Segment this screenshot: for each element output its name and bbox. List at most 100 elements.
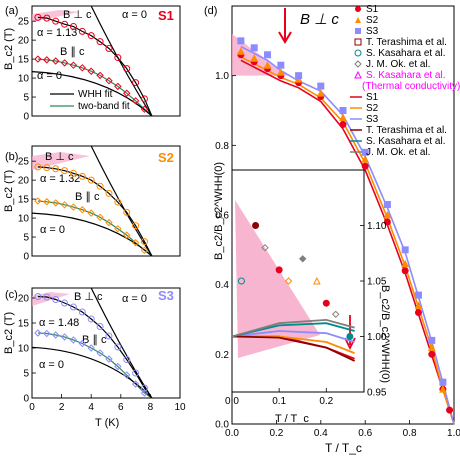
data-point — [277, 68, 285, 76]
ytick-label: 15 — [18, 55, 30, 66]
data-point — [140, 105, 149, 113]
data-point — [123, 65, 131, 73]
inset-data-point — [322, 299, 330, 307]
legend-terashima-fit-label: T. Terashima et al. — [366, 125, 447, 136]
data-point — [43, 14, 51, 22]
data-point — [61, 20, 69, 28]
data-point — [105, 189, 113, 197]
xtick-label: 0.2 — [319, 396, 333, 407]
ytick-label: 20 — [18, 36, 30, 47]
xtick-label: 10 — [174, 402, 186, 413]
panel-a-alpha0-top: α = 0 — [122, 9, 147, 21]
panel-b-yticks: 0 5 10 15 20 25 — [18, 157, 36, 263]
ytick-label: 15 — [18, 319, 30, 330]
data-point — [277, 61, 285, 69]
ytick-label: 1.10 — [367, 221, 387, 232]
data-point — [105, 44, 113, 52]
legend-s1-fit-label: S1 — [366, 92, 379, 103]
data-point — [34, 55, 42, 63]
panel-c-perp-label: B ⊥ c — [74, 291, 103, 303]
panel-b-alpha-fit: α = 1.32 — [40, 173, 80, 185]
inset-xlabel: T / T_c — [275, 413, 309, 425]
xtick-label: 0.6 — [358, 428, 372, 439]
data-point — [43, 164, 51, 172]
panel-a-marks — [34, 13, 149, 113]
legend-s2-label: S2 — [366, 15, 379, 26]
data-point — [69, 169, 77, 177]
legend-ok-label: J. M. Ok. et al. — [366, 59, 430, 70]
data-point — [43, 329, 51, 338]
panel-d-xlabel: T / T_c — [325, 441, 362, 455]
panel-c-xticks: 0 2 4 6 8 10 — [29, 394, 186, 413]
data-point — [96, 38, 104, 46]
legend-thermal-marker — [354, 70, 362, 79]
legend-kasahara-fit-label: S. Kasahara et al. — [366, 136, 446, 147]
panel-c-alpha0-bottom: α = 0 — [39, 359, 64, 371]
inset-data-point — [252, 222, 260, 229]
alpha0-low-curve — [31, 212, 153, 257]
xtick-label: 0.4 — [314, 428, 328, 439]
ytick-label: 0.8 — [215, 141, 229, 152]
xtick-label: 8 — [148, 402, 154, 413]
data-point — [339, 107, 347, 114]
data-point — [60, 333, 69, 341]
legend-thermal-note: (Thermal conductivity) — [362, 81, 460, 92]
data-point — [123, 356, 131, 363]
panel-c-label: (c) — [5, 289, 18, 301]
panel-c-yticks: 0 5 10 15 20 — [18, 294, 36, 405]
data-point — [96, 323, 104, 330]
data-point — [87, 209, 95, 217]
data-point — [123, 371, 131, 379]
panel-c-alpha-fit: α = 1.48 — [39, 317, 79, 329]
data-point — [69, 61, 78, 69]
data-point — [105, 332, 113, 340]
ytick-label: 0 — [23, 112, 29, 123]
panel-d: (d) 0.0 0.2 0.4 0.6 0.8 1.0 0.0 0.2 0.4 0.6 0.8 1.… — [204, 4, 460, 455]
data-point — [132, 79, 140, 87]
panel-a-label: (a) — [5, 5, 18, 17]
panel-b-label: (b) — [5, 151, 18, 163]
data-point — [383, 218, 391, 226]
data-point — [60, 59, 69, 67]
data-point — [414, 309, 422, 317]
data-point — [237, 37, 245, 45]
panel-c-par-label: B ∥ c — [82, 334, 107, 346]
data-point — [263, 61, 272, 69]
data-point — [428, 350, 436, 358]
alpha0-curve — [90, 5, 153, 117]
panel-b: (b) 0 5 10 15 20 25 B_c2 (T) S2 B ⊥ c α = 1.3… — [3, 145, 181, 263]
panel-b-sample: S2 — [158, 150, 174, 165]
ytick-label: 1.00 — [367, 332, 387, 343]
data-point — [123, 208, 131, 216]
data-point — [401, 259, 409, 268]
data-point — [51, 331, 60, 339]
data-point — [96, 71, 104, 80]
ytick-label: 10 — [18, 214, 30, 225]
panel-d-xticks: 0.0 0.2 0.4 0.6 0.8 1.0 — [225, 420, 460, 439]
panel-c-xlabel: T (K) — [95, 417, 119, 429]
panel-c-sample: S3 — [158, 288, 174, 303]
inset-marks — [237, 222, 354, 340]
data-point — [34, 197, 42, 205]
data-point — [78, 339, 87, 348]
data-point — [51, 57, 60, 65]
ytick-label: 0.4 — [215, 280, 229, 291]
data-point — [60, 201, 69, 209]
data-point — [43, 198, 51, 206]
ytick-label: 0.0 — [215, 420, 229, 431]
panel-a-alpha-fit: α = 1.13 — [37, 27, 77, 39]
data-point — [123, 89, 131, 97]
panel-b-ylabel: B_c2 (T) — [3, 170, 15, 212]
ytick-label: 1.05 — [367, 277, 387, 288]
data-point — [78, 64, 87, 72]
data-point — [439, 378, 447, 386]
data-point — [87, 344, 95, 352]
data-point — [140, 389, 149, 397]
panel-c-shade — [32, 292, 70, 306]
legend-kasahara-marker — [354, 49, 362, 57]
data-point — [43, 293, 51, 301]
data-point — [43, 56, 51, 64]
data-point — [339, 113, 347, 121]
xtick-label: 0.1 — [272, 396, 286, 407]
